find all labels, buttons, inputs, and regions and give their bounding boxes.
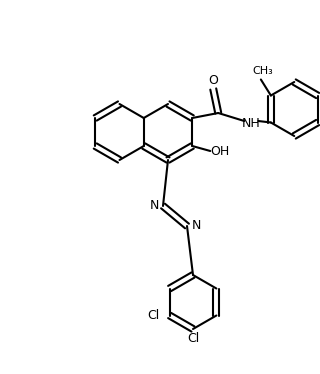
- Text: N: N: [191, 218, 201, 232]
- Text: CH₃: CH₃: [252, 65, 273, 76]
- Text: O: O: [208, 74, 218, 86]
- Text: N: N: [149, 199, 159, 212]
- Text: OH: OH: [211, 144, 230, 157]
- Text: Cl: Cl: [187, 332, 199, 346]
- Text: NH: NH: [242, 116, 260, 129]
- Text: Cl: Cl: [148, 309, 160, 322]
